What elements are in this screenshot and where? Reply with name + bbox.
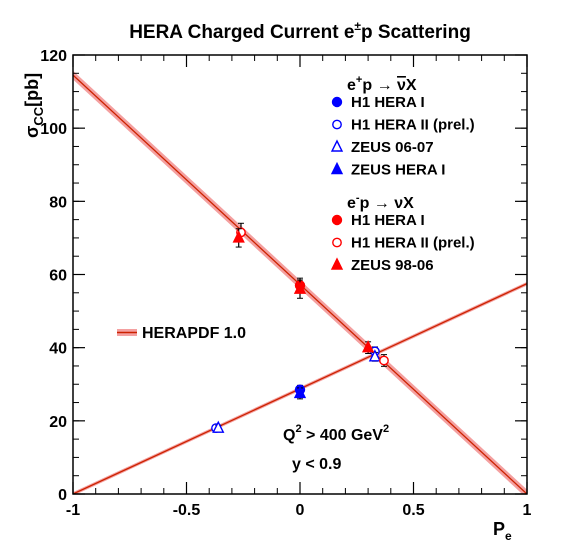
legend-marker	[332, 237, 342, 248]
x-tick-label: 0	[296, 502, 305, 519]
legend-marker	[331, 214, 343, 226]
legend-label: H1 HERA II (prel.)	[351, 117, 475, 134]
legend-label: H1 HERA II (prel.)	[351, 235, 475, 252]
data-point	[379, 355, 389, 366]
legend-label: ZEUS HERA I	[351, 162, 445, 179]
legend-marker	[332, 119, 342, 130]
q2-cut-annotation: Q2 > 400 GeV2	[283, 423, 389, 444]
legend-header-nu: ν	[397, 77, 406, 94]
series-6	[232, 228, 375, 355]
legend-header-nu: ν	[394, 195, 403, 212]
y-cut-annotation: y < 0.9	[292, 456, 341, 473]
data-point	[368, 349, 382, 362]
y-tick-label: 60	[49, 268, 67, 285]
chart-title: HERA Charged Current e±p Scattering	[129, 19, 471, 43]
y-tick-label: 80	[49, 194, 67, 211]
legend-header-arrow: p →	[360, 195, 395, 212]
legend-label: H1 HERA I	[351, 212, 425, 229]
x-tick-label: -0.5	[173, 502, 201, 519]
legend-marker	[331, 96, 343, 108]
legend-header-x: X	[403, 195, 414, 212]
series-2	[212, 349, 382, 433]
x-tick-label: 0.5	[402, 502, 424, 519]
x-tick-label: -1	[66, 502, 80, 519]
legend-header-e: e	[347, 195, 356, 212]
series-3	[293, 385, 307, 400]
data-point	[361, 340, 375, 353]
x-tick-label: 1	[523, 502, 532, 519]
legend-header-1: e-p → νX	[347, 192, 414, 212]
y-tick-label: 100	[40, 121, 67, 138]
y-tick-label: 40	[49, 341, 67, 358]
data-point	[293, 281, 307, 294]
legend-header-0: e+p → νX	[347, 74, 417, 94]
data-point	[212, 420, 225, 433]
y-tick-label: 0	[58, 487, 67, 504]
legend-label: H1 HERA I	[351, 94, 425, 111]
curve-legend-label: HERAPDF 1.0	[142, 325, 246, 342]
legend-header-arrow: p →	[362, 77, 397, 94]
legend-marker	[330, 161, 344, 175]
data-point	[293, 385, 307, 399]
legend-header-charge: -	[356, 192, 360, 204]
legend-marker	[330, 139, 344, 152]
y-tick-label: 120	[40, 48, 67, 65]
x-axis-label: Pe	[493, 519, 512, 543]
curve-legend: HERAPDF 1.0	[117, 325, 246, 342]
plot-area: -1 -0.5 0 0.5 1 0 20 40 60 80 100 120	[40, 48, 531, 519]
legend-label: ZEUS 98-06	[351, 257, 434, 274]
legend-header-x: X	[406, 77, 417, 94]
legend-header-charge: +	[356, 74, 362, 86]
legend-header-e: e	[347, 77, 356, 94]
legend-label: ZEUS 06-07	[351, 139, 434, 156]
y-axis-label: σCC[pb]	[22, 73, 46, 138]
y-tick-label: 20	[49, 414, 67, 431]
data-point	[232, 230, 245, 243]
legend-marker	[330, 257, 344, 270]
